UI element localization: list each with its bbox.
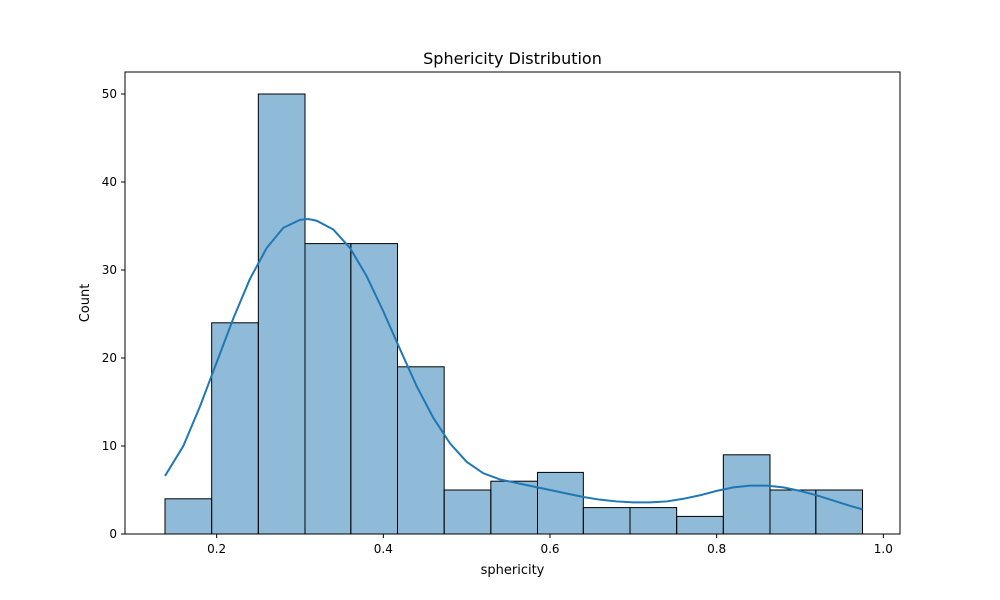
y-tick-label: 40 [102, 175, 117, 189]
histogram-bar-9 [582, 507, 631, 535]
x-tick-label: 0.8 [707, 542, 726, 556]
histogram-bar-0 [164, 498, 213, 535]
y-tick-label: 50 [102, 87, 117, 101]
chart-title: Sphericity Distribution [423, 49, 602, 68]
x-tick-label: 0.6 [540, 542, 559, 556]
histogram-bar-4 [350, 243, 399, 535]
x-axis-ticks: 0.2 0.4 0.6 0.8 1.0 [207, 534, 893, 556]
histogram-bar-2 [257, 93, 306, 535]
y-tick-label: 10 [102, 439, 117, 453]
histogram-bar-7 [490, 480, 539, 535]
histogram-bar-11 [676, 515, 724, 535]
histogram-bar-3 [304, 243, 352, 535]
histogram-bars [164, 93, 863, 535]
y-tick-label: 20 [102, 351, 117, 365]
y-tick-label: 30 [102, 263, 117, 277]
kde-curve [164, 217, 863, 511]
histogram-bar-13 [769, 489, 817, 535]
histogram-bar-1 [211, 322, 259, 535]
histogram-bar-5 [397, 366, 445, 535]
plot-frame [124, 71, 901, 535]
histogram-bar-12 [722, 454, 771, 535]
y-tick-label: 0 [109, 527, 117, 541]
x-tick-label: 0.2 [207, 542, 226, 556]
x-axis-label: sphericity [481, 563, 545, 578]
x-tick-label: 0.4 [374, 542, 393, 556]
y-axis-ticks: 0 10 20 30 40 50 [102, 87, 125, 541]
histogram-bar-10 [629, 507, 678, 535]
y-axis-label: Count [78, 284, 93, 323]
x-tick-label: 1.0 [874, 542, 893, 556]
histogram-bar-8 [537, 471, 584, 535]
histogram-bar-6 [443, 489, 492, 535]
